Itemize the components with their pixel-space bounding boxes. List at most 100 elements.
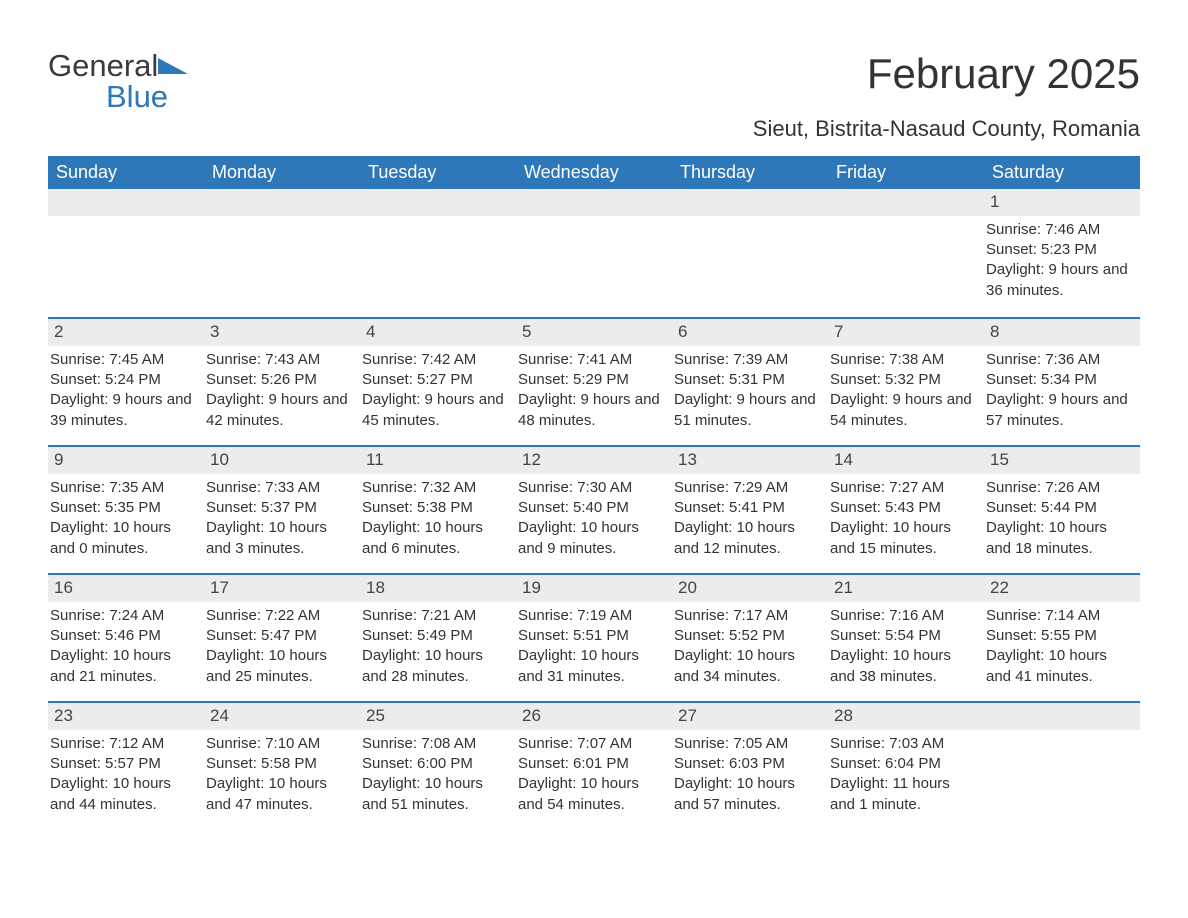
logo-text: General Blue — [48, 50, 192, 112]
sunset-text: Sunset: 5:47 PM — [206, 626, 354, 646]
daylight-text: Daylight: 10 hours and 57 minutes. — [674, 774, 822, 815]
day-details: Sunrise: 7:43 AMSunset: 5:26 PMDaylight:… — [206, 350, 354, 431]
day-number: 24 — [204, 703, 360, 730]
daylight-text: Daylight: 10 hours and 9 minutes. — [518, 518, 666, 559]
day-number: 21 — [828, 575, 984, 602]
sunset-text: Sunset: 5:31 PM — [674, 370, 822, 390]
sunrise-text: Sunrise: 7:29 AM — [674, 478, 822, 498]
calendar-day: 13Sunrise: 7:29 AMSunset: 5:41 PMDayligh… — [672, 447, 828, 573]
day-number — [828, 189, 984, 216]
sunset-text: Sunset: 5:57 PM — [50, 754, 198, 774]
weekday-header: Tuesday — [360, 156, 516, 189]
weekday-header: Friday — [828, 156, 984, 189]
calendar-day: 16 Sunrise: 7:24 AMSunset: 5:46 PMDayligh… — [48, 575, 204, 701]
day-details: Sunrise: 7:07 AMSunset: 6:01 PMDaylight:… — [518, 734, 666, 815]
calendar-day — [204, 189, 360, 317]
day-details: Sunrise: 7:24 AMSunset: 5:46 PMDaylight:… — [50, 606, 198, 687]
sunrise-text: Sunrise: 7:16 AM — [830, 606, 978, 626]
calendar-week: 2 Sunrise: 7:45 AMSunset: 5:24 PMDaylight… — [48, 317, 1140, 445]
header: General Blue February 2025 — [48, 50, 1140, 112]
sunrise-text: Sunrise: 7:14 AM — [986, 606, 1134, 626]
day-number: 23 — [48, 703, 204, 730]
calendar-day: 27Sunrise: 7:05 AMSunset: 6:03 PMDayligh… — [672, 703, 828, 829]
sunset-text: Sunset: 5:23 PM — [986, 240, 1134, 260]
calendar-week: 23 Sunrise: 7:12 AMSunset: 5:57 PMDayligh… — [48, 701, 1140, 829]
calendar-day: 17Sunrise: 7:22 AMSunset: 5:47 PMDayligh… — [204, 575, 360, 701]
day-number: 1 — [984, 189, 1140, 216]
day-details: Sunrise: 7:38 AMSunset: 5:32 PMDaylight:… — [830, 350, 978, 431]
day-number: 6 — [672, 319, 828, 346]
sunrise-text: Sunrise: 7:26 AM — [986, 478, 1134, 498]
sunset-text: Sunset: 5:27 PM — [362, 370, 510, 390]
day-details: Sunrise: 7:12 AMSunset: 5:57 PMDaylight:… — [50, 734, 198, 815]
daylight-text: Daylight: 10 hours and 38 minutes. — [830, 646, 978, 687]
sunrise-text: Sunrise: 7:30 AM — [518, 478, 666, 498]
weeks-container: 1Sunrise: 7:46 AMSunset: 5:23 PMDaylight… — [48, 189, 1140, 829]
sunrise-text: Sunrise: 7:08 AM — [362, 734, 510, 754]
day-details: Sunrise: 7:05 AMSunset: 6:03 PMDaylight:… — [674, 734, 822, 815]
day-number — [204, 189, 360, 216]
daylight-text: Daylight: 9 hours and 42 minutes. — [206, 390, 354, 431]
day-number: 12 — [516, 447, 672, 474]
sunrise-text: Sunrise: 7:35 AM — [50, 478, 198, 498]
day-number: 2 — [48, 319, 204, 346]
sunset-text: Sunset: 5:35 PM — [50, 498, 198, 518]
day-number — [48, 189, 204, 216]
logo-text-general: General — [48, 48, 158, 83]
calendar-day: 7Sunrise: 7:38 AMSunset: 5:32 PMDaylight… — [828, 319, 984, 445]
sunset-text: Sunset: 6:01 PM — [518, 754, 666, 774]
sunrise-text: Sunrise: 7:42 AM — [362, 350, 510, 370]
sunrise-text: Sunrise: 7:07 AM — [518, 734, 666, 754]
logo-text-blue: Blue — [106, 79, 168, 114]
day-details: Sunrise: 7:03 AMSunset: 6:04 PMDaylight:… — [830, 734, 978, 815]
daylight-text: Daylight: 10 hours and 6 minutes. — [362, 518, 510, 559]
calendar-day: 4Sunrise: 7:42 AMSunset: 5:27 PMDaylight… — [360, 319, 516, 445]
calendar-day: 22 Sunrise: 7:14 AMSunset: 5:55 PMDayligh… — [984, 575, 1140, 701]
calendar-day — [828, 189, 984, 317]
calendar-day: 28 Sunrise: 7:03 AMSunset: 6:04 PMDayligh… — [828, 703, 984, 829]
day-details: Sunrise: 7:30 AMSunset: 5:40 PMDaylight:… — [518, 478, 666, 559]
calendar-day: 2 Sunrise: 7:45 AMSunset: 5:24 PMDaylight… — [48, 319, 204, 445]
calendar: Sunday Monday Tuesday Wednesday Thursday… — [48, 156, 1140, 829]
sunrise-text: Sunrise: 7:22 AM — [206, 606, 354, 626]
calendar-day: 15Sunrise: 7:26 AMSunset: 5:44 PMDayligh… — [984, 447, 1140, 573]
day-number: 9 — [48, 447, 204, 474]
day-number: 8 — [984, 319, 1140, 346]
sunset-text: Sunset: 5:26 PM — [206, 370, 354, 390]
weekday-header: Wednesday — [516, 156, 672, 189]
daylight-text: Daylight: 10 hours and 15 minutes. — [830, 518, 978, 559]
daylight-text: Daylight: 10 hours and 18 minutes. — [986, 518, 1134, 559]
sunset-text: Sunset: 5:54 PM — [830, 626, 978, 646]
day-number — [984, 703, 1140, 730]
day-number: 4 — [360, 319, 516, 346]
sunset-text: Sunset: 5:55 PM — [986, 626, 1134, 646]
sunrise-text: Sunrise: 7:39 AM — [674, 350, 822, 370]
day-details: Sunrise: 7:17 AMSunset: 5:52 PMDaylight:… — [674, 606, 822, 687]
calendar-day: 8 Sunrise: 7:36 AMSunset: 5:34 PMDaylight… — [984, 319, 1140, 445]
sunset-text: Sunset: 5:40 PM — [518, 498, 666, 518]
daylight-text: Daylight: 10 hours and 3 minutes. — [206, 518, 354, 559]
day-number: 16 — [48, 575, 204, 602]
sunset-text: Sunset: 5:34 PM — [986, 370, 1134, 390]
daylight-text: Daylight: 9 hours and 36 minutes. — [986, 260, 1134, 301]
weekday-header: Saturday — [984, 156, 1140, 189]
daylight-text: Daylight: 10 hours and 21 minutes. — [50, 646, 198, 687]
day-details: Sunrise: 7:36 AMSunset: 5:34 PMDaylight:… — [986, 350, 1134, 431]
location: Sieut, Bistrita-Nasaud County, Romania — [48, 116, 1140, 142]
day-number: 28 — [828, 703, 984, 730]
sunrise-text: Sunrise: 7:19 AM — [518, 606, 666, 626]
sunrise-text: Sunrise: 7:10 AM — [206, 734, 354, 754]
calendar-day: 5Sunrise: 7:41 AMSunset: 5:29 PMDaylight… — [516, 319, 672, 445]
day-details: Sunrise: 7:29 AMSunset: 5:41 PMDaylight:… — [674, 478, 822, 559]
day-number: 19 — [516, 575, 672, 602]
weekday-header: Sunday — [48, 156, 204, 189]
day-number: 22 — [984, 575, 1140, 602]
day-details: Sunrise: 7:14 AMSunset: 5:55 PMDaylight:… — [986, 606, 1134, 687]
day-details: Sunrise: 7:45 AMSunset: 5:24 PMDaylight:… — [50, 350, 198, 431]
calendar-day: 6Sunrise: 7:39 AMSunset: 5:31 PMDaylight… — [672, 319, 828, 445]
day-number: 3 — [204, 319, 360, 346]
calendar-day — [360, 189, 516, 317]
sunset-text: Sunset: 5:44 PM — [986, 498, 1134, 518]
daylight-text: Daylight: 10 hours and 44 minutes. — [50, 774, 198, 815]
calendar-day: 10Sunrise: 7:33 AMSunset: 5:37 PMDayligh… — [204, 447, 360, 573]
